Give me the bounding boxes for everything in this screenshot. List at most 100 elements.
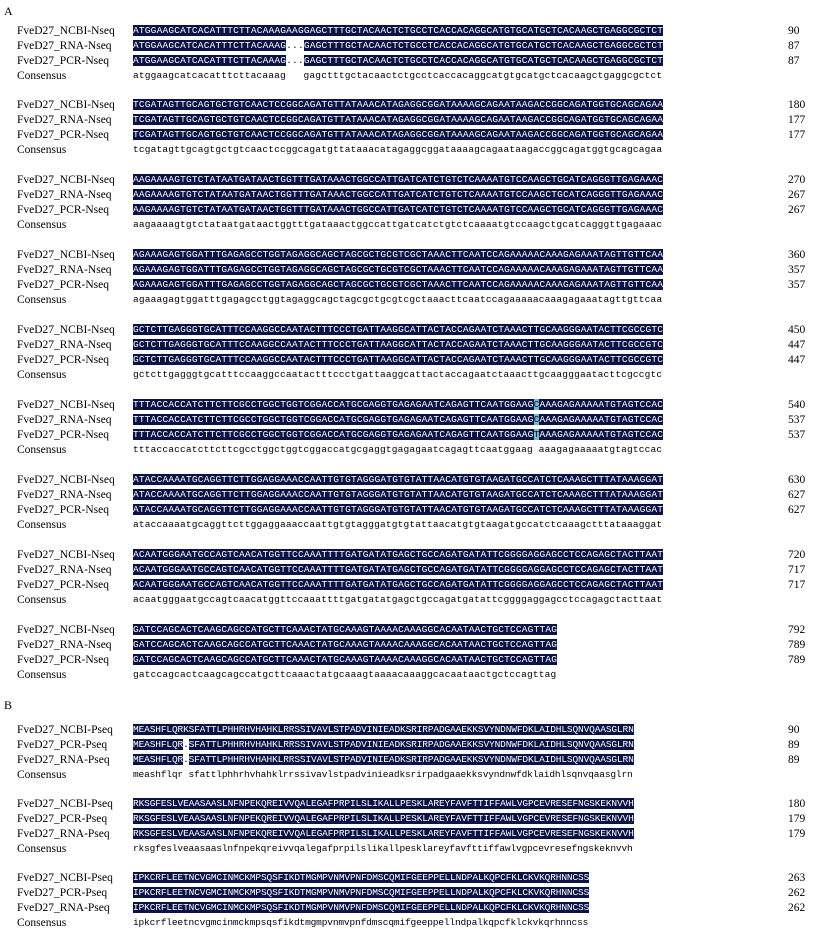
consensus-row: Consensus tttaccaccatcttcttcgcctggctggtcg… xyxy=(0,443,831,458)
alignment-block: FveD27_NCBI-Nseq GATCCAGCACTCAAGCAGCCATGC… xyxy=(0,623,831,683)
consensus-row: Consensus meashflqr sfattlphhrhvhahklrrss… xyxy=(0,768,831,783)
consensus-label: Consensus xyxy=(17,519,67,531)
sequence-name: FveD27_PCR-Nseq xyxy=(17,354,110,366)
residue-count: 180 xyxy=(788,99,806,111)
consensus-row: Consensus atggaagcatcacatttcttacaaag gagc… xyxy=(0,69,831,84)
sequence-row: FveD27_NCBI-Nseq GCTCTTGAGGGTGCATTTCCAAGG… xyxy=(0,323,831,338)
panel-b-label: B xyxy=(4,698,13,712)
sequence-row: FveD27_RNA-Nseq ACAATGGGAATGCCAGTCAACATGG… xyxy=(0,563,831,578)
sequence-row: FveD27_NCBI-Nseq ATACCAAAATGCAGGTTCTTGGAG… xyxy=(0,473,831,488)
residue-count: 717 xyxy=(788,564,806,576)
sequence-residues: GCTCTTGAGGGTGCATTTCCAAGGCCAATACTTTCCCTGA… xyxy=(133,339,664,350)
sequence-name: FveD27_NCBI-Pseq xyxy=(17,724,113,736)
residue-count: 720 xyxy=(788,549,806,561)
residue-count: 789 xyxy=(788,639,806,651)
sequence-row: FveD27_PCR-Pseq IPKCRFLEETNCVGMCINMCKMPSQ… xyxy=(0,886,831,901)
sequence-name: FveD27_NCBI-Nseq xyxy=(17,174,115,186)
sequence-row: FveD27_NCBI-Nseq ACAATGGGAATGCCAGTCAACATG… xyxy=(0,548,831,563)
sequence-name: FveD27_NCBI-Pseq xyxy=(17,798,113,810)
sequence-name: FveD27_NCBI-Pseq xyxy=(17,872,113,884)
sequence-residues: ATACCAAAATGCAGGTTCTTGGAGGAAACCAATTGTGTAG… xyxy=(133,504,664,515)
sequence-name: FveD27_RNA-Nseq xyxy=(17,114,112,126)
sequence-residues: TCGATAGTTGCAGTGCTGTCAACTCCGGCAGATGTTATAA… xyxy=(133,114,664,125)
residue-count: 179 xyxy=(788,828,806,840)
sequence-name: FveD27_PCR-Nseq xyxy=(17,504,110,516)
sequence-row: FveD27_NCBI-Nseq TTTACCACCATCTTCTTCGCCTGG… xyxy=(0,398,831,413)
residue-count: 177 xyxy=(788,114,806,126)
residue-count: 90 xyxy=(788,25,800,37)
sequence-name: FveD27_RNA-Nseq xyxy=(17,639,112,651)
sequence-residues: MEASHFLQRKSFATTLPHHRHVHAHKLRRSSIVAVLSTPA… xyxy=(133,724,634,735)
panel-a-label: A xyxy=(4,4,13,18)
sequence-name: FveD27_PCR-Pseq xyxy=(17,887,108,899)
sequence-row: FveD27_NCBI-Pseq IPKCRFLEETNCVGMCINMCKMPS… xyxy=(0,871,831,886)
sequence-residues: ATGGAAGCATCACATTTCTTACAAAGAAGGAGCTTTGCTA… xyxy=(133,25,664,36)
residue-count: 262 xyxy=(788,887,806,899)
sequence-residues: IPKCRFLEETNCVGMCINMCKMPSQSFIKDTMGMPVNMVP… xyxy=(133,887,590,898)
sequence-row: FveD27_PCR-Nseq TCGATAGTTGCAGTGCTGTCAACTC… xyxy=(0,128,831,143)
sequence-residues: AGAAAGAGTGGATTTGAGAGCCTGGTAGAGGCAGCTAGCG… xyxy=(133,264,664,275)
alignment-block: FveD27_NCBI-Nseq ATACCAAAATGCAGGTTCTTGGAG… xyxy=(0,473,831,533)
sequence-residues: GCTCTTGAGGGTGCATTTCCAAGGCCAATACTTTCCCTGA… xyxy=(133,324,664,335)
sequence-row: FveD27_RNA-Nseq TCGATAGTTGCAGTGCTGTCAACTC… xyxy=(0,113,831,128)
sequence-row: FveD27_NCBI-Nseq GATCCAGCACTCAAGCAGCCATGC… xyxy=(0,623,831,638)
sequence-residues: RKSGFESLVEAASAASLNFNPEKQREIVVQALEGAFPRPI… xyxy=(133,813,634,824)
sequence-residues: TCGATAGTTGCAGTGCTGTCAACTCCGGCAGATGTTATAA… xyxy=(133,99,664,110)
sequence-row: FveD27_PCR-Nseq ACAATGGGAATGCCAGTCAACATGG… xyxy=(0,578,831,593)
sequence-residues: TTTACCACCATCTTCTTCGCCTGGCTGGTCGGACCATGCG… xyxy=(133,399,664,410)
alignment-block: FveD27_NCBI-Nseq ACAATGGGAATGCCAGTCAACATG… xyxy=(0,548,831,608)
consensus-row: Consensus tcgatagttgcagtgctgtcaactccggcag… xyxy=(0,143,831,158)
residue-count: 627 xyxy=(788,504,806,516)
alignment-block: FveD27_NCBI-Pseq IPKCRFLEETNCVGMCINMCKMPS… xyxy=(0,871,831,931)
sequence-row: FveD27_NCBI-Nseq TCGATAGTTGCAGTGCTGTCAACT… xyxy=(0,98,831,113)
sequence-residues: IPKCRFLEETNCVGMCINMCKMPSQSFIKDTMGMPVNMVP… xyxy=(133,872,590,883)
sequence-row: FveD27_NCBI-Nseq AAGAAAAGTGTCTATAATGATAAC… xyxy=(0,173,831,188)
sequence-row: FveD27_RNA-Nseq AAGAAAAGTGTCTATAATGATAACT… xyxy=(0,188,831,203)
consensus-row: Consensus rksgfeslveaasaaslnfnpekqreivvqa… xyxy=(0,842,831,857)
sequence-name: FveD27_NCBI-Nseq xyxy=(17,249,115,261)
consensus-sequence: gatccagcactcaagcagccatgcttcaaactatgcaaag… xyxy=(133,669,557,680)
sequence-residues: AAGAAAAGTGTCTATAATGATAACTGGTTTGATAAACTGG… xyxy=(133,189,664,200)
residue-count: 180 xyxy=(788,798,806,810)
sequence-row: FveD27_PCR-Nseq GATCCAGCACTCAAGCAGCCATGCT… xyxy=(0,653,831,668)
sequence-row: FveD27_PCR-Nseq AGAAAGAGTGGATTTGAGAGCCTGG… xyxy=(0,278,831,293)
consensus-row: Consensus aagaaaagtgtctataatgataactggtttg… xyxy=(0,218,831,233)
consensus-row: Consensus gctcttgagggtgcatttccaaggccaatac… xyxy=(0,368,831,383)
sequence-name: FveD27_NCBI-Nseq xyxy=(17,624,115,636)
residue-count: 792 xyxy=(788,624,806,636)
consensus-sequence: tcgatagttgcagtgctgtcaactccggcagatgttataa… xyxy=(133,144,663,155)
sequence-residues: MEASHFLQR.SFATTLPHHRHVHAHKLRRSSIVAVLSTPA… xyxy=(133,739,634,750)
alignment-block: FveD27_NCBI-Pseq MEASHFLQRKSFATTLPHHRHVHA… xyxy=(0,723,831,783)
sequence-row: FveD27_RNA-Pseq RKSGFESLVEAASAASLNFNPEKQR… xyxy=(0,827,831,842)
sequence-name: FveD27_RNA-Pseq xyxy=(17,902,110,914)
sequence-name: FveD27_RNA-Pseq xyxy=(17,754,110,766)
sequence-name: FveD27_RNA-Pseq xyxy=(17,828,110,840)
sequence-row: FveD27_PCR-Nseq AAGAAAAGTGTCTATAATGATAACT… xyxy=(0,203,831,218)
sequence-residues: TCGATAGTTGCAGTGCTGTCAACTCCGGCAGATGTTATAA… xyxy=(133,129,664,140)
sequence-residues: TTTACCACCATCTTCTTCGCCTGGCTGGTCGGACCATGCG… xyxy=(133,429,664,440)
sequence-name: FveD27_PCR-Nseq xyxy=(17,579,110,591)
consensus-sequence: rksgfeslveaasaaslnfnpekqreivvqalegafprpi… xyxy=(133,843,633,854)
consensus-row: Consensus agaaagagtggatttgagagcctggtagagg… xyxy=(0,293,831,308)
consensus-row: Consensus gatccagcactcaagcagccatgcttcaaac… xyxy=(0,668,831,683)
residue-count: 179 xyxy=(788,813,806,825)
sequence-row: FveD27_NCBI-Nseq AGAAAGAGTGGATTTGAGAGCCTG… xyxy=(0,248,831,263)
sequence-name: FveD27_RNA-Nseq xyxy=(17,564,112,576)
sequence-row: FveD27_PCR-Nseq TTTACCACCATCTTCTTCGCCTGGC… xyxy=(0,428,831,443)
sequence-row: FveD27_RNA-Pseq MEASHFLQR.SFATTLPHHRHVHAH… xyxy=(0,753,831,768)
residue-count: 537 xyxy=(788,414,806,426)
alignment-block: FveD27_NCBI-Nseq ATGGAAGCATCACATTTCTTACAA… xyxy=(0,24,831,84)
sequence-residues: ATACCAAAATGCAGGTTCTTGGAGGAAACCAATTGTGTAG… xyxy=(133,474,664,485)
sequence-residues: GATCCAGCACTCAAGCAGCCATGCTTCAAACTATGCAAAG… xyxy=(133,624,558,635)
sequence-row: FveD27_PCR-Nseq GCTCTTGAGGGTGCATTTCCAAGGC… xyxy=(0,353,831,368)
sequence-name: FveD27_NCBI-Nseq xyxy=(17,99,115,111)
sequence-row: FveD27_PCR-Nseq ATACCAAAATGCAGGTTCTTGGAGG… xyxy=(0,503,831,518)
sequence-residues: GCTCTTGAGGGTGCATTTCCAAGGCCAATACTTTCCCTGA… xyxy=(133,354,664,365)
sequence-name: FveD27_RNA-Nseq xyxy=(17,40,112,52)
sequence-row: FveD27_RNA-Nseq AGAAAGAGTGGATTTGAGAGCCTGG… xyxy=(0,263,831,278)
consensus-label: Consensus xyxy=(17,369,67,381)
sequence-name: FveD27_RNA-Nseq xyxy=(17,489,112,501)
consensus-label: Consensus xyxy=(17,219,67,231)
sequence-row: FveD27_PCR-Pseq MEASHFLQR.SFATTLPHHRHVHAH… xyxy=(0,738,831,753)
sequence-name: FveD27_PCR-Nseq xyxy=(17,279,110,291)
